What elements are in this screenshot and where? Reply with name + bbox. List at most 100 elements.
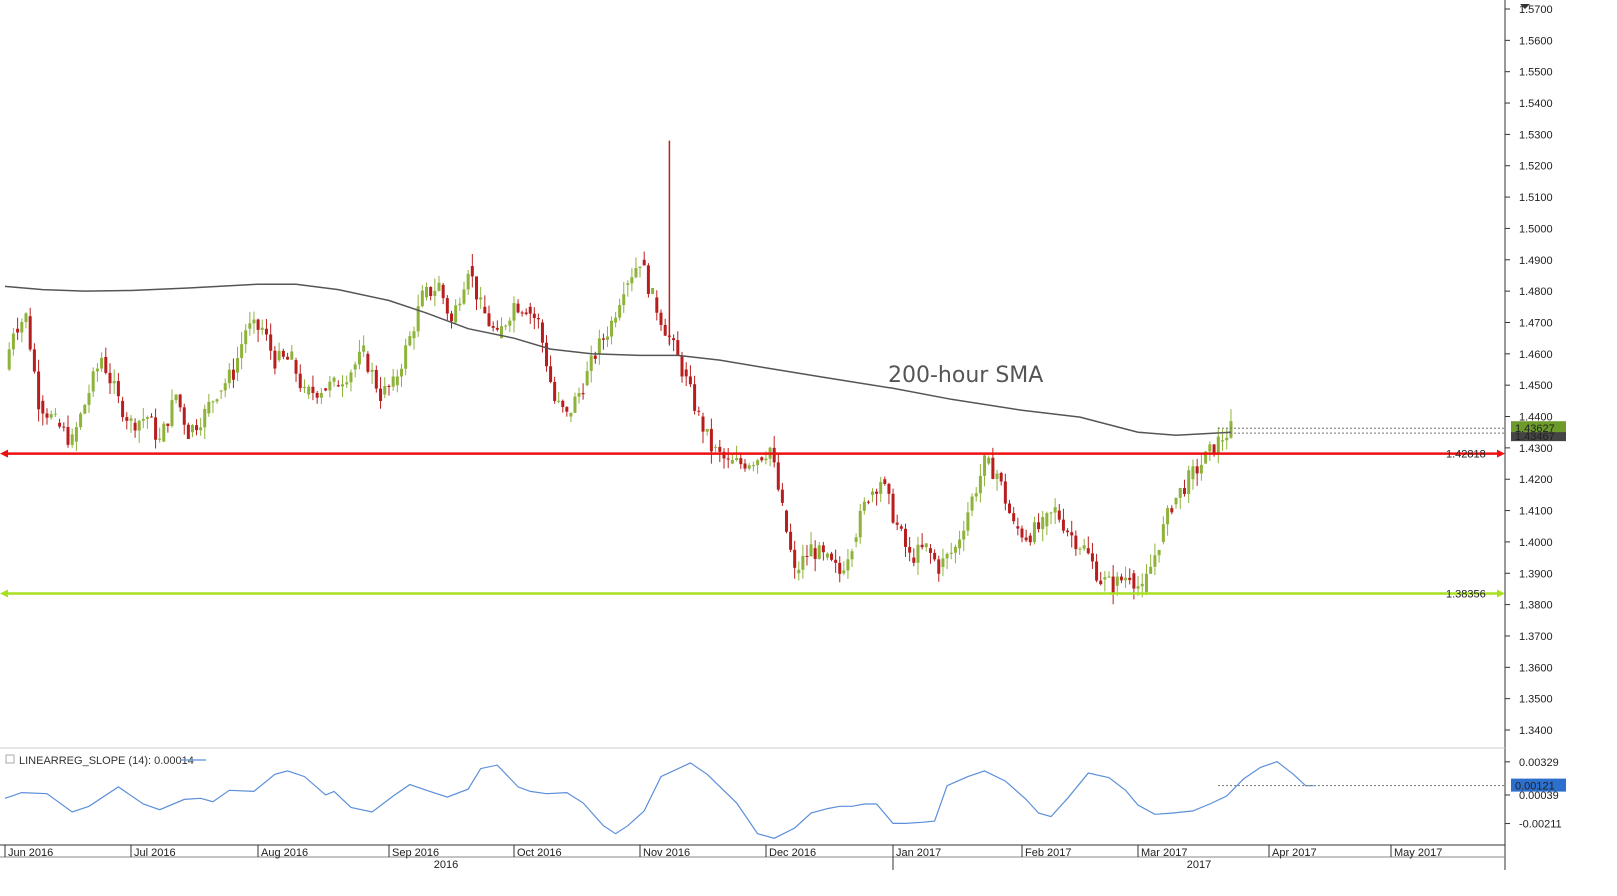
indicator-tick-label: 0.00039 [1519, 790, 1559, 802]
price-tick-label: 1.3800 [1519, 600, 1553, 612]
candle-body [726, 458, 730, 460]
candle-body [412, 331, 416, 339]
candle-body [87, 393, 91, 405]
candle-body [203, 408, 207, 428]
candle-body [182, 407, 186, 425]
candle-body [121, 400, 125, 418]
candle-body [248, 323, 252, 329]
candle-body [1204, 451, 1208, 464]
candle-body [760, 457, 764, 461]
year-tick-label: 2017 [1187, 859, 1211, 871]
candle-body [62, 426, 66, 428]
candle-body [195, 425, 199, 431]
candle-body [1008, 503, 1012, 514]
candle-body [223, 383, 227, 391]
candle-body [1086, 548, 1090, 554]
candle-body [540, 322, 544, 343]
candle-body [520, 312, 524, 314]
candle-body [79, 413, 83, 428]
candle-body [466, 273, 470, 290]
candle-body [341, 384, 345, 387]
candle-body [846, 559, 850, 571]
candle-body [1111, 576, 1115, 594]
candle-body [949, 552, 953, 554]
candle-body [1107, 576, 1111, 578]
price-tick-label: 1.4400 [1519, 412, 1553, 424]
candle-body [66, 427, 70, 445]
candle-body [593, 355, 597, 359]
candle-body [1128, 577, 1132, 581]
candle-body [1178, 488, 1182, 498]
candle-body [319, 392, 323, 398]
candle-body [491, 326, 495, 328]
price-tick-label: 1.4200 [1519, 474, 1553, 486]
candle-body [416, 306, 420, 332]
candle-body [1199, 464, 1203, 474]
support-label: 1.38356 [1446, 588, 1486, 600]
sma-price-label: 1.43467 [1515, 431, 1555, 443]
candle-body [842, 570, 846, 574]
candle-body [978, 475, 982, 494]
candle-body [642, 259, 646, 266]
candle-body [429, 286, 433, 296]
candle-body [565, 407, 569, 412]
candle-body [133, 422, 137, 431]
candle-body [129, 418, 133, 421]
candle-body [1003, 481, 1007, 504]
candle-body [186, 424, 190, 440]
price-tick-label: 1.4700 [1519, 317, 1553, 329]
sma-200-line [4, 283, 1232, 437]
candle-body [311, 386, 315, 394]
sma-annotation: 200-hour SMA [888, 363, 1043, 388]
candle-body [116, 381, 120, 397]
candle-body [655, 297, 659, 313]
candle-body [404, 345, 408, 369]
candle-body [622, 294, 626, 306]
candle-body [933, 552, 937, 560]
candle-body [908, 546, 912, 553]
candle-body [362, 345, 366, 352]
candle-body [1170, 508, 1174, 513]
month-tick-label: Aug 2016 [261, 847, 308, 859]
candle-body [850, 551, 854, 560]
candle-body [970, 496, 974, 511]
price-tick-label: 1.5600 [1519, 35, 1553, 47]
candle-body [920, 544, 924, 548]
chart-menu-chevron-icon[interactable] [1520, 4, 1530, 9]
candle-body [374, 369, 378, 389]
candle-body [70, 434, 74, 445]
candle-body [1037, 522, 1041, 530]
candle-body [83, 404, 87, 414]
month-tick-label: Apr 2017 [1272, 847, 1317, 859]
candle-body [966, 512, 970, 531]
candle-body [1053, 507, 1057, 513]
candle-body [370, 369, 374, 372]
candle-body [1074, 535, 1078, 550]
candle-body [585, 370, 589, 386]
price-tick-label: 1.3600 [1519, 662, 1553, 674]
candle-body [676, 340, 680, 356]
candle-body [149, 416, 153, 418]
candle-body [524, 312, 528, 315]
candle-body [614, 317, 618, 323]
candle-body [174, 394, 178, 401]
month-tick-label: Sep 2016 [392, 847, 439, 859]
candle-body [1032, 522, 1036, 543]
candle-body [789, 531, 793, 550]
candle-body [549, 366, 553, 382]
candle-body [838, 562, 842, 574]
candle-body [916, 544, 920, 563]
candle-body [145, 417, 149, 419]
candle-body [545, 342, 549, 367]
candle-body [793, 549, 797, 568]
candle-body [441, 284, 445, 299]
candle-body [887, 483, 891, 494]
candle-body [1221, 440, 1225, 442]
indicator-current-tag [1511, 778, 1566, 792]
candle-body [1061, 519, 1065, 531]
candle-body [1119, 576, 1123, 581]
candle-body [697, 410, 701, 412]
candle-body [1012, 513, 1016, 522]
